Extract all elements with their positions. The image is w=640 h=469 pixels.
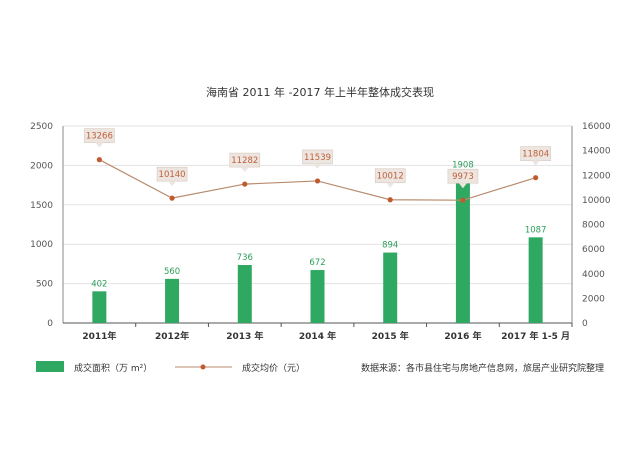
x-tick-label: 2013 年 (226, 330, 263, 342)
price-point (387, 197, 393, 203)
x-tick-label: 2016 年 (444, 330, 481, 342)
y-left-tick-label: 500 (36, 280, 53, 290)
price-callout-pointer (95, 142, 104, 148)
bar (165, 278, 180, 323)
bar-value-label: 1087 (525, 225, 547, 235)
bar-value-label: 894 (382, 241, 398, 251)
price-point (533, 175, 539, 181)
price-callout-pointer (531, 160, 540, 166)
grid-lines (63, 125, 572, 285)
bar (310, 270, 325, 323)
source-note: 数据来源：各市县住宅与房地产信息网，旅居产业研究院整理 (361, 362, 604, 374)
price-callout: 11539 (302, 149, 333, 169)
price-value-label: 10012 (377, 172, 404, 182)
y-right-tick-label: 4000 (582, 270, 605, 280)
y-right-tick-label: 12000 (582, 171, 611, 181)
price-value-label: 9973 (452, 172, 474, 182)
price-value-label: 13266 (86, 132, 113, 142)
y-right-tick-label: 14000 (582, 147, 611, 157)
price-callout-pointer (240, 167, 249, 173)
bar (237, 265, 252, 323)
price-value-label: 11539 (304, 153, 331, 163)
y-left-tick-label: 1500 (30, 201, 53, 211)
bar-value-label: 736 (237, 253, 253, 263)
y-right-tick-label: 6000 (582, 245, 605, 255)
chart-title: 海南省 2011 年 -2017 年上半年整体成交表现 (206, 85, 434, 99)
bar-value-label: 560 (164, 267, 180, 277)
price-point (242, 181, 248, 187)
y-right-tick-label: 8000 (582, 221, 605, 231)
x-tick-label: 2015 年 (372, 330, 409, 342)
bar-value-label: 1908 (452, 161, 474, 171)
legend: 成交面积（万 m²） 成交均价（元） 数据来源：各市县住宅与房地产信息网，旅居产… (36, 361, 604, 374)
y-left-tick-label: 0 (47, 319, 53, 329)
price-value-label: 11282 (231, 156, 258, 166)
legend-line-label: 成交均价（元） (242, 362, 305, 374)
price-callout: 10012 (374, 168, 406, 188)
y-right-tick-label: 10000 (582, 196, 611, 206)
price-callout: 11804 (520, 146, 551, 166)
bar (383, 252, 398, 323)
bar (455, 172, 470, 323)
y-right-tick-label: 2000 (582, 294, 605, 304)
price-callout-pointer (458, 183, 467, 189)
price-callout: 9973 (447, 168, 479, 189)
legend-line-marker (200, 364, 206, 370)
x-tick-label: 2011年 (82, 330, 116, 342)
x-tick-label: 2017 年 1-5 月 (501, 330, 570, 342)
price-callout-pointer (313, 163, 322, 169)
price-callout: 11282 (229, 152, 261, 173)
bar (92, 291, 107, 323)
legend-bar-label: 成交面积（万 m²） (74, 362, 152, 374)
y-left-tick-label: 2500 (30, 122, 53, 132)
price-value-label: 11804 (522, 150, 549, 160)
legend-bar-swatch (36, 361, 64, 372)
price-point (96, 157, 102, 163)
bar (528, 237, 543, 323)
bar-series: 402 560 736 672 894 1908 1087 (91, 161, 546, 323)
bar-value-label: 402 (91, 279, 107, 289)
price-callout-pointer (168, 181, 177, 187)
price-callout: 13266 (84, 128, 115, 148)
line-series: 13266 10140 11282 11539 10012 9973 11804 (84, 128, 551, 203)
price-callout-pointer (386, 182, 395, 188)
y-left-tick-label: 2000 (30, 161, 53, 171)
price-value-label: 10140 (159, 170, 186, 180)
price-callout: 10140 (156, 166, 188, 187)
price-point (314, 178, 321, 184)
price-point (169, 195, 175, 201)
y-right-tick-label: 16000 (582, 122, 611, 132)
price-point (460, 197, 466, 203)
y-right-tick-label: 0 (582, 319, 588, 329)
x-tick-label: 2014 年 (299, 330, 336, 342)
bar-value-label: 672 (309, 258, 325, 268)
y-left-tick-label: 1000 (30, 240, 53, 250)
x-tick-label: 2012年 (155, 330, 189, 342)
